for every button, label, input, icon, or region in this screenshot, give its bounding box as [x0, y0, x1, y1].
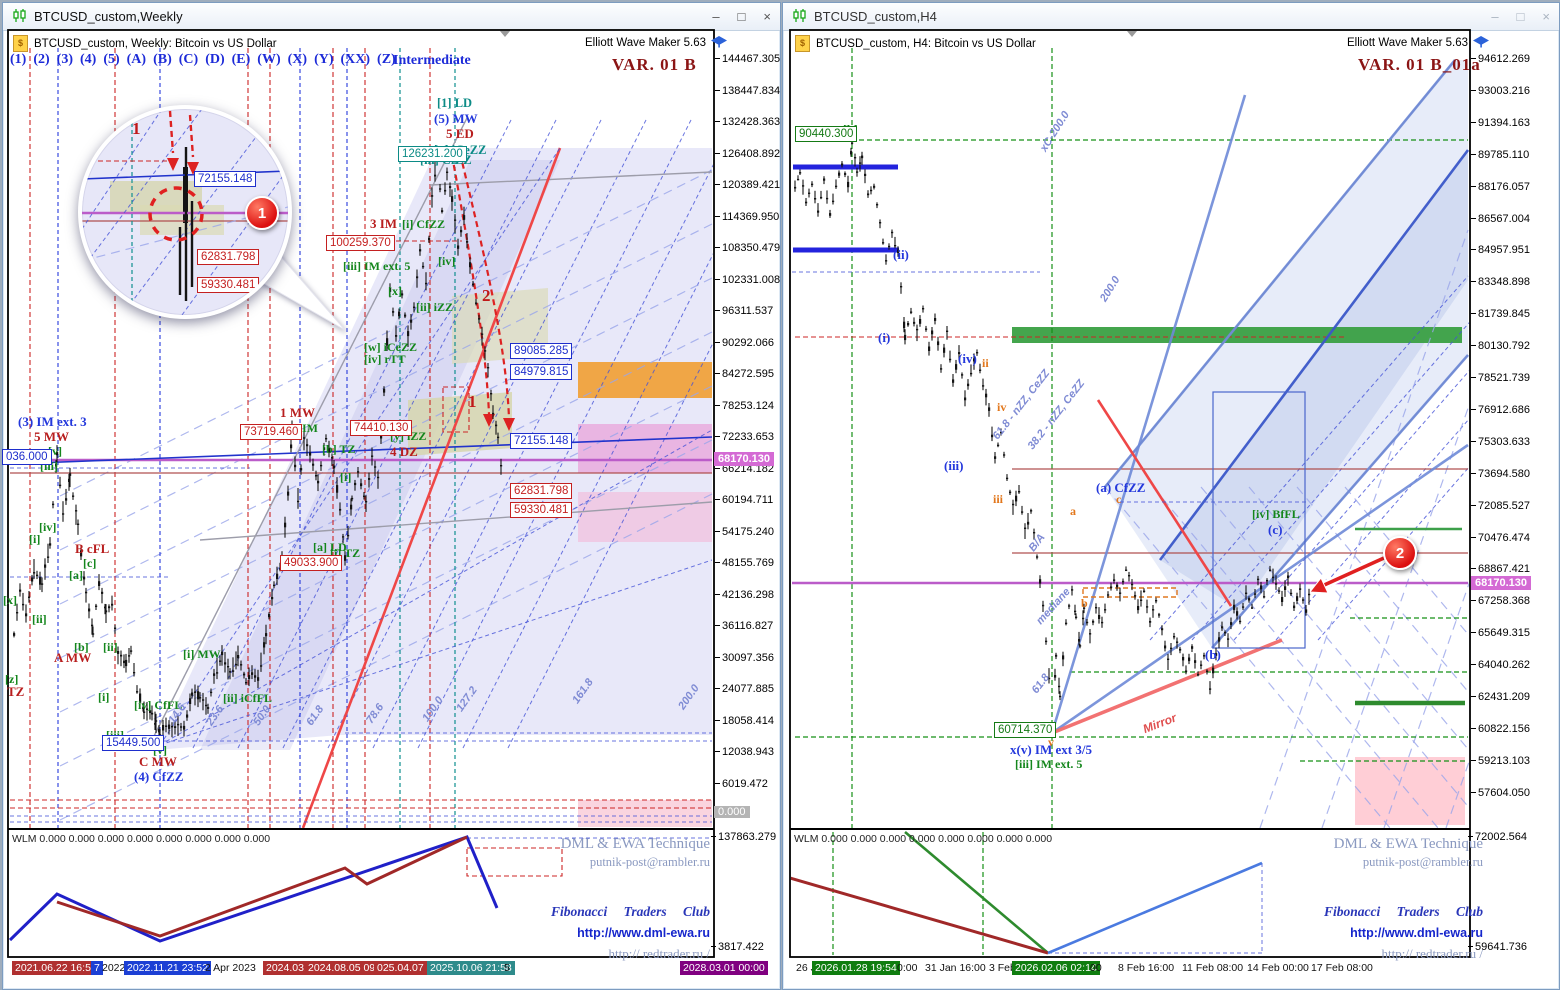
variant-label: VAR. 01 B — [612, 55, 697, 74]
wlm-indicator-label: WLM 0.000 0.000 0.000 0.000 0.000 0.000 … — [12, 833, 271, 845]
wave-degree-button-e[interactable]: (E) — [231, 52, 251, 67]
wave-degree-button-y[interactable]: (Y) — [314, 52, 334, 67]
wave-degree-button-4[interactable]: (4) — [79, 52, 97, 67]
watermark: DML & EWA Technique putnik-post@rambler.… — [1293, 836, 1483, 962]
wlm-indicator-label: WLM 0.000 0.000 0.000 0.000 0.000 0.000 … — [794, 833, 1053, 845]
wave-degree-button-2[interactable]: (2) — [33, 52, 50, 67]
maximize-button[interactable]: □ — [1516, 9, 1525, 24]
wave-degree-button-1[interactable]: (1) — [10, 52, 27, 67]
titlebar-weekly[interactable]: BTCUSD_custom,Weekly – □ × — [3, 3, 780, 31]
wave-degree-button-xx[interactable]: (XX) — [340, 52, 371, 67]
variant-label: VAR. 01 B_01a — [1358, 55, 1481, 74]
wave-degree-button-d[interactable]: (D) — [205, 52, 225, 67]
wave-degree-button-3[interactable]: (3) — [56, 52, 73, 67]
wave-degree-button-c[interactable]: (C) — [178, 52, 199, 67]
wave-degree-toolbar: (1) (2) (3) (4) (5) (A) (B) (C) (D) (E) (W) (X) (Y) (… — [10, 52, 396, 68]
chart-symbol-label: BTCUSD_custom, H4: Bitcoin vs US Dollar — [816, 37, 1036, 50]
watermark: DML & EWA Technique putnik-post@rambler.… — [520, 836, 710, 962]
graduation-cap-icon[interactable] — [1473, 35, 1490, 51]
window-title: BTCUSD_custom,H4 — [814, 9, 937, 24]
minimize-button[interactable]: – — [712, 9, 720, 24]
dml-ewa-link: http://www.dml-ewa.ru — [1350, 926, 1483, 940]
price-axis-left[interactable] — [708, 33, 774, 977]
redtrader-link: http:// redtrader.ru / — [1381, 946, 1483, 961]
magnifier-inset: 72155.148 62831.798 59330.481 1 1 — [78, 105, 292, 319]
wave-degree-button-a[interactable]: (A) — [126, 52, 147, 67]
symbol-doc-icon: $ — [13, 35, 28, 52]
redtrader-link: http:// redtrader.ru / — [608, 946, 710, 961]
candlestick-chart-icon — [792, 8, 807, 26]
ewm-version-label: Elliott Wave Maker 5.63 — [1347, 37, 1469, 49]
window-title: BTCUSD_custom,Weekly — [34, 9, 183, 24]
wave-degree-button-x[interactable]: (X) — [287, 52, 308, 67]
close-button[interactable]: × — [763, 9, 771, 24]
maximize-button[interactable]: □ — [737, 9, 746, 24]
chart-symbol-label: BTCUSD_custom, Weekly: Bitcoin vs US Dol… — [34, 37, 277, 50]
wave-degree-button-5[interactable]: (5) — [103, 52, 120, 67]
inset-price-box[interactable]: 72155.148 — [194, 171, 257, 187]
wave-degree-button-b[interactable]: (B) — [153, 52, 172, 67]
dml-ewa-link: http://www.dml-ewa.ru — [577, 926, 710, 940]
graduation-cap-icon[interactable] — [711, 35, 728, 51]
ewm-version-label: Elliott Wave Maker 5.63 — [585, 37, 707, 49]
inset-price-box[interactable]: 62831.798 — [197, 249, 260, 265]
wave-degree-button-w[interactable]: (W) — [257, 52, 281, 67]
close-button[interactable]: × — [1542, 9, 1550, 24]
price-axis-right[interactable] — [1482, 33, 1548, 977]
minimize-button[interactable]: – — [1491, 9, 1499, 24]
symbol-doc-icon: $ — [795, 35, 810, 52]
candlestick-chart-icon — [12, 8, 27, 26]
titlebar-h4[interactable]: BTCUSD_custom,H4 – □ × — [783, 3, 1559, 31]
callout-badge-1: 1 — [245, 196, 279, 230]
degree-label[interactable]: Intermediate — [393, 53, 471, 68]
inset-price-box[interactable]: 59330.481 — [197, 277, 260, 293]
inset-wave-label: 1 — [132, 119, 141, 138]
